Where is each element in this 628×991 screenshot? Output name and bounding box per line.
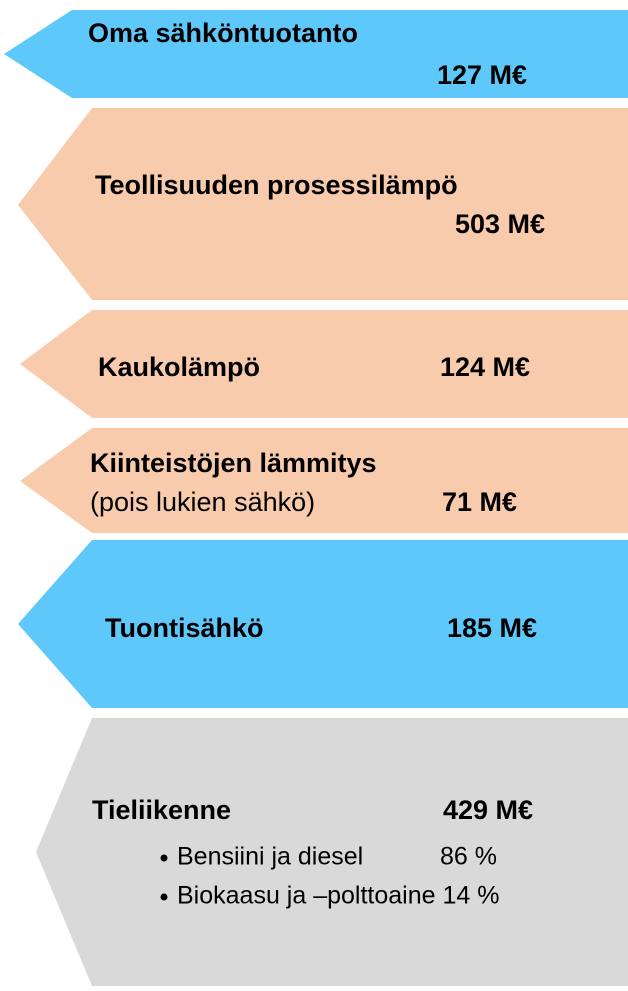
block-label: Kiinteistöjen lämmitys (90, 448, 377, 478)
arrow-block (4, 10, 628, 98)
block-value: 503 M€ (455, 209, 545, 239)
arrow-block (18, 108, 628, 300)
arrow-block (36, 718, 628, 986)
block-sublabel: (pois lukien sähkö) (90, 487, 315, 517)
bullet-share: 86 % (440, 843, 497, 871)
block-label: Tuontisähkö (105, 613, 264, 643)
block-value: 185 M€ (447, 613, 537, 643)
arrow-block (20, 310, 628, 418)
block-value: 429 M€ (443, 795, 533, 825)
block-label: Oma sähköntuotanto (88, 18, 358, 48)
arrow-block (18, 540, 628, 708)
bullet-text: Bensiini ja diesel (177, 843, 363, 871)
bullet-dot (160, 893, 168, 901)
arrow-block (20, 428, 628, 533)
block-label: Kaukolämpö (98, 352, 260, 382)
bullet-dot (160, 854, 168, 862)
block-label: Teollisuuden prosessilämpö (95, 170, 458, 200)
bullet-text: Biokaasu ja –polttoaine 14 % (177, 882, 499, 910)
block-value: 124 M€ (440, 352, 530, 382)
block-value: 127 M€ (437, 60, 527, 90)
block-value: 71 M€ (442, 487, 517, 517)
block-label: Tieliikenne (92, 795, 231, 825)
